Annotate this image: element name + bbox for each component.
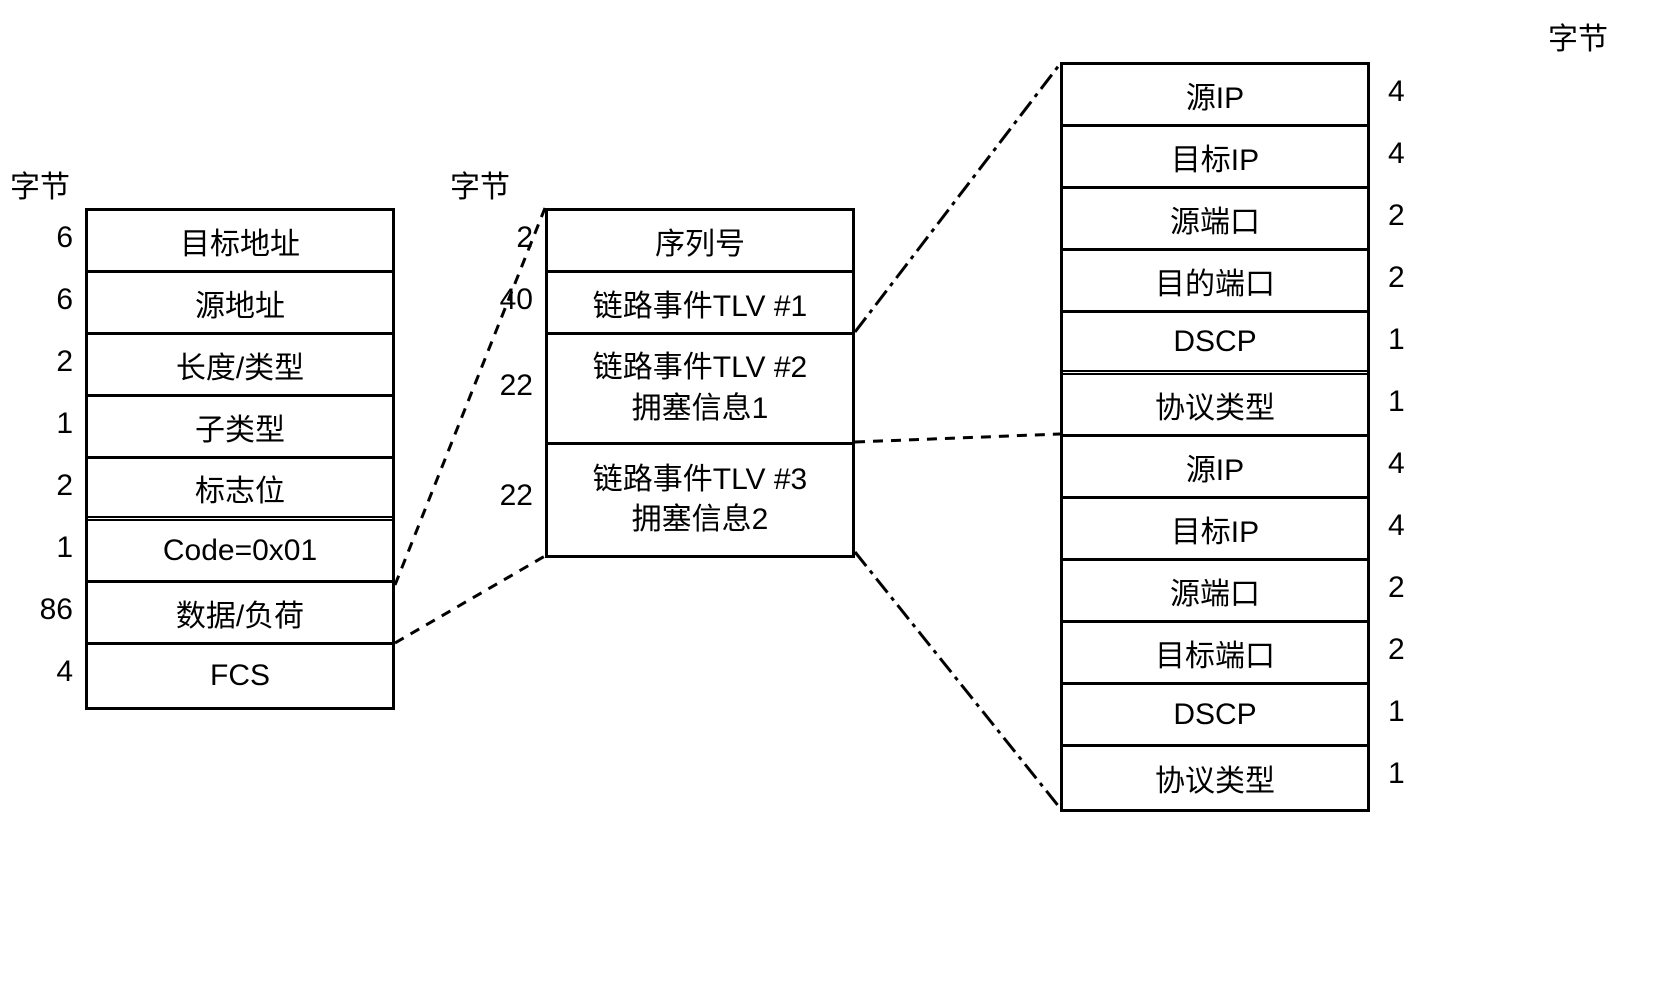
tlv-cell: 协议类型 xyxy=(1063,375,1367,437)
frame-bytes: 6 xyxy=(23,283,73,317)
frame-bytes: 1 xyxy=(23,531,73,565)
bytes-heading-1: 字节 xyxy=(450,162,510,206)
tlv-cell: 源端口 xyxy=(1063,561,1367,623)
connector-line xyxy=(395,556,545,643)
tlv-cell: 目标IP xyxy=(1063,127,1367,189)
tlv-bytes: 2 xyxy=(1388,261,1438,295)
payload-cell: 链路事件TLV #2拥塞信息1 xyxy=(548,335,852,445)
frame-bytes: 4 xyxy=(23,655,73,689)
tlv-bytes: 4 xyxy=(1388,447,1438,481)
frame-cell: 源地址 xyxy=(88,273,392,335)
payload-bytes: 40 xyxy=(483,283,533,317)
frame-bytes: 6 xyxy=(23,221,73,255)
tlv-cell: 目标端口 xyxy=(1063,623,1367,685)
frame-cell: 数据/负荷 xyxy=(88,583,392,645)
tlv-bytes: 4 xyxy=(1388,75,1438,109)
tlv-cell: 目的端口 xyxy=(1063,251,1367,313)
tlv-bytes: 2 xyxy=(1388,633,1438,667)
tlv-cell: 源IP xyxy=(1063,437,1367,499)
tlv-bytes: 2 xyxy=(1388,199,1438,233)
connector-line xyxy=(855,64,1060,332)
frame-cell: Code=0x01 xyxy=(88,521,392,583)
tlv-bytes: 1 xyxy=(1388,757,1438,791)
tlv-cell: DSCP xyxy=(1063,313,1367,375)
frame-bytes: 2 xyxy=(23,469,73,503)
bytes-heading-0: 字节 xyxy=(10,162,70,206)
frame-cell: 长度/类型 xyxy=(88,335,392,397)
tlv-bytes: 4 xyxy=(1388,509,1438,543)
tlv-bytes: 4 xyxy=(1388,137,1438,171)
payload-bytes: 2 xyxy=(483,221,533,255)
frame-bytes: 2 xyxy=(23,345,73,379)
payload-cell: 链路事件TLV #3拥塞信息2 xyxy=(548,445,852,555)
payload-cell: 序列号 xyxy=(548,211,852,273)
connector-line xyxy=(855,552,1060,808)
payload-cell: 链路事件TLV #1 xyxy=(548,273,852,335)
frame-cell: FCS xyxy=(88,645,392,707)
frame-table: 目标地址源地址长度/类型子类型标志位Code=0x01数据/负荷FCS xyxy=(85,208,395,710)
payload-table: 序列号链路事件TLV #1链路事件TLV #2拥塞信息1链路事件TLV #3拥塞… xyxy=(545,208,855,558)
frame-bytes: 86 xyxy=(23,593,73,627)
tlv-bytes: 1 xyxy=(1388,385,1438,419)
connector-line xyxy=(855,434,1060,442)
tlv-bytes: 1 xyxy=(1388,695,1438,729)
tlv-bytes: 2 xyxy=(1388,571,1438,605)
frame-bytes: 1 xyxy=(23,407,73,441)
frame-cell: 目标地址 xyxy=(88,211,392,273)
tlv-cell: 源IP xyxy=(1063,65,1367,127)
tlv-cell: 源端口 xyxy=(1063,189,1367,251)
tlv-bytes: 1 xyxy=(1388,323,1438,357)
payload-bytes: 22 xyxy=(483,369,533,403)
tlv-cell: 协议类型 xyxy=(1063,747,1367,809)
tlv-cell: 目标IP xyxy=(1063,499,1367,561)
frame-cell: 标志位 xyxy=(88,459,392,521)
tlv-cell: DSCP xyxy=(1063,685,1367,747)
frame-cell: 子类型 xyxy=(88,397,392,459)
tlv-table: 源IP目标IP源端口目的端口DSCP协议类型源IP目标IP源端口目标端口DSCP… xyxy=(1060,62,1370,812)
payload-bytes: 22 xyxy=(483,479,533,513)
bytes-heading-2: 字节 xyxy=(1548,14,1608,58)
